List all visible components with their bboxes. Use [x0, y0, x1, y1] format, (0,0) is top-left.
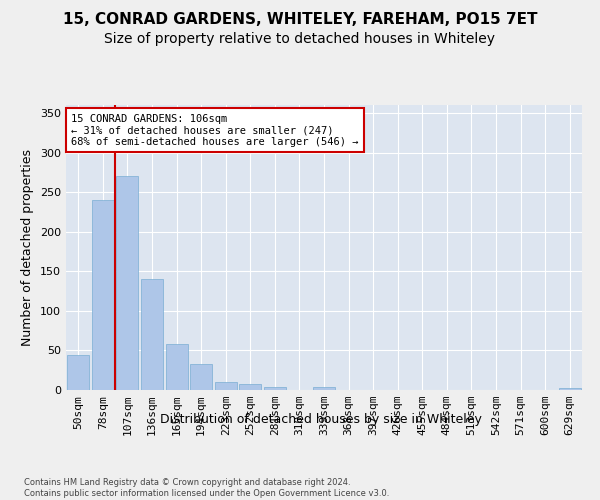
Bar — [190, 364, 212, 390]
Bar — [239, 384, 262, 390]
Bar — [141, 279, 163, 390]
Bar — [313, 387, 335, 390]
Text: Distribution of detached houses by size in Whiteley: Distribution of detached houses by size … — [160, 412, 482, 426]
Bar — [215, 382, 237, 390]
Bar — [264, 387, 286, 390]
Text: Size of property relative to detached houses in Whiteley: Size of property relative to detached ho… — [104, 32, 496, 46]
Bar — [559, 388, 581, 390]
Text: Contains HM Land Registry data © Crown copyright and database right 2024.
Contai: Contains HM Land Registry data © Crown c… — [24, 478, 389, 498]
Bar — [166, 344, 188, 390]
Bar — [67, 355, 89, 390]
Text: 15, CONRAD GARDENS, WHITELEY, FAREHAM, PO15 7ET: 15, CONRAD GARDENS, WHITELEY, FAREHAM, P… — [63, 12, 537, 28]
Bar — [116, 176, 139, 390]
Text: 15 CONRAD GARDENS: 106sqm
← 31% of detached houses are smaller (247)
68% of semi: 15 CONRAD GARDENS: 106sqm ← 31% of detac… — [71, 114, 359, 147]
Y-axis label: Number of detached properties: Number of detached properties — [22, 149, 34, 346]
Bar — [92, 200, 114, 390]
